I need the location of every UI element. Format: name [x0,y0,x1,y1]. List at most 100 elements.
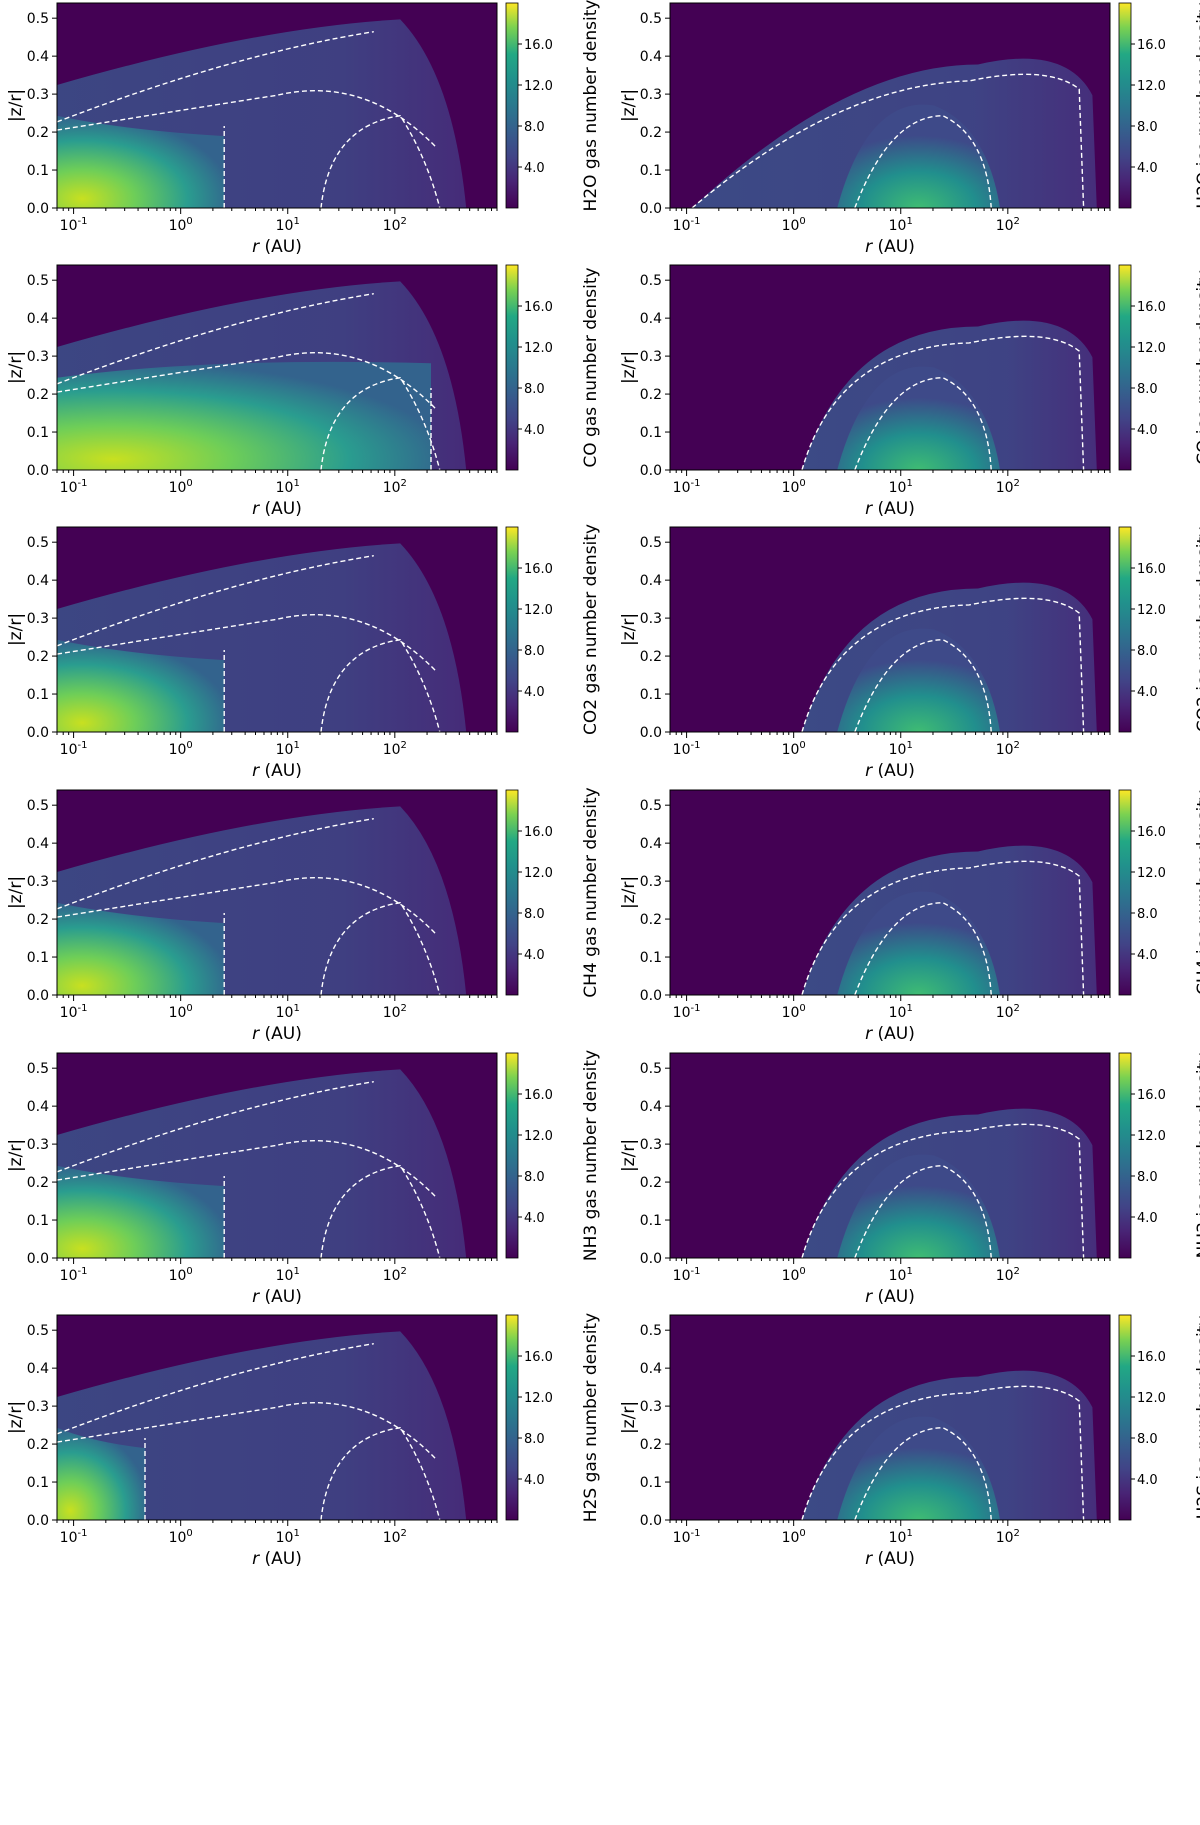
colorbar [505,789,519,996]
colorbar-label: CO ice number density [1194,270,1200,465]
disk-core [57,1165,225,1258]
y-tick-label: 0.3 [640,611,662,627]
x-tick-label: 10-1 [673,740,701,758]
contour-line [801,597,1085,732]
x-tick-label: 102 [996,216,1020,234]
y-tick-label: 0.5 [27,535,49,551]
x-axis-label: r (AU) [865,1549,915,1569]
contour-line [691,73,1085,208]
contour-line [854,1427,992,1520]
y-tick-label: 0.1 [640,163,662,179]
y-tick-label: 0.3 [27,349,49,365]
x-tick-label: 10-1 [60,1003,88,1021]
panel-ch4-gas: 0.0 0.1 0.2 0.3 0.4 0.5 10-1 100 101 102 r (AU) |z/… [6,787,601,1044]
x-tick-label: 100 [782,740,806,758]
colorbar-tick-label: 12.0 [524,1391,553,1406]
y-tick-label: 0.4 [640,1361,662,1377]
colorbar-tick-label: 4.0 [1137,423,1158,438]
colorbar [1118,1314,1132,1521]
y-tick-label: 0.4 [27,836,49,852]
contour-line [57,1140,436,1197]
colorbar-tick-label: 16.0 [1137,300,1166,315]
x-tick-label: 102 [996,1003,1020,1021]
y-tick-label: 0.0 [640,1251,662,1267]
x-tick-label: 100 [169,478,193,496]
x-tick-label: 102 [383,478,407,496]
heatmap-body [801,1108,1097,1258]
y-tick-label: 0.2 [640,649,662,665]
colorbar-tick-label: 12.0 [1137,866,1166,881]
contour-line [57,31,374,123]
colorbar-tick-label: 16.0 [1137,562,1166,577]
panel-nh3-ice: 0.0 0.1 0.2 0.3 0.4 0.5 10-1 100 101 102 r (AU) |z/… [619,1052,1200,1307]
x-axis-label: r (AU) [252,761,302,781]
colorbar-tick-label: 8.0 [524,382,545,397]
y-tick-label: 0.0 [27,463,49,479]
colorbar-tick-label: 16.0 [1137,38,1166,53]
heatmap-body [801,582,1097,732]
heatmap-body [57,1069,467,1258]
x-tick-label: 10-1 [60,1266,88,1284]
y-tick-label: 0.3 [640,1137,662,1153]
y-axis-label: |z/r| [6,613,26,646]
colorbar-tick-label: 16.0 [524,825,553,840]
y-tick-label: 0.3 [27,1137,49,1153]
heatmap-body [57,543,467,732]
y-tick-label: 0.0 [27,988,49,1004]
colorbar-tick-label: 16.0 [1137,1350,1166,1365]
heatmap-body [691,58,1097,208]
x-axis-label: r (AU) [865,1024,915,1044]
colorbar-tick-label: 8.0 [524,120,545,135]
disk-core [57,902,225,995]
colorbar-label: CO gas number density [581,267,601,467]
x-axis-label: r (AU) [865,499,915,519]
contour-line [57,293,374,385]
colorbar-label: CH4 ice number density [1194,790,1200,995]
contour-line [854,639,992,732]
x-tick-label: 101 [276,1003,300,1021]
x-tick-label: 100 [782,1528,806,1546]
contour-line [854,1165,992,1258]
x-tick-label: 100 [169,1003,193,1021]
contour-line [57,1343,374,1435]
colorbar-tick-label: 4.0 [1137,1211,1158,1226]
colorbar-tick-label: 16.0 [524,562,553,577]
colorbar-label: CO2 ice number density [1194,527,1200,733]
contour-line [854,377,992,470]
ice-core [837,104,1000,208]
x-tick-label: 100 [169,216,193,234]
x-tick-label: 102 [383,1528,407,1546]
colorbar-tick-label: 8.0 [1137,1170,1158,1185]
x-tick-label: 10-1 [60,740,88,758]
x-tick-label: 101 [889,1528,913,1546]
y-tick-label: 0.3 [27,611,49,627]
colorbar-tick-label: 8.0 [524,1432,545,1447]
panel-h2o-gas: 0.0 0.1 0.2 0.3 0.4 0.5 10-1 100 101 102 r (AU) |z/… [6,0,601,257]
y-tick-label: 0.0 [640,725,662,741]
y-axis-label: |z/r| [6,876,26,909]
contour-line [801,335,1085,470]
y-axis-label: |z/r| [619,613,639,646]
contour-line [854,902,992,995]
heatmap-body [57,1331,467,1520]
y-tick-label: 0.5 [27,11,49,27]
colorbar-tick-label: 4.0 [524,161,545,176]
colorbar-tick-label: 12.0 [524,341,553,356]
y-tick-label: 0.4 [27,1361,49,1377]
ice-core [837,1416,1000,1520]
colorbar-tick-label: 4.0 [1137,1473,1158,1488]
y-tick-label: 0.2 [640,1175,662,1191]
y-tick-label: 0.5 [640,11,662,27]
colorbar-label: H2O gas number density [581,0,601,211]
colorbar-tick-label: 8.0 [1137,907,1158,922]
y-tick-label: 0.1 [640,1213,662,1229]
contour-line [320,901,441,995]
contour-line [57,877,436,934]
x-tick-label: 10-1 [673,1266,701,1284]
contour-line [854,115,992,208]
colorbar-tick-label: 4.0 [524,948,545,963]
colorbar [505,526,519,733]
x-axis-label: r (AU) [865,237,915,257]
y-tick-label: 0.5 [640,1323,662,1339]
